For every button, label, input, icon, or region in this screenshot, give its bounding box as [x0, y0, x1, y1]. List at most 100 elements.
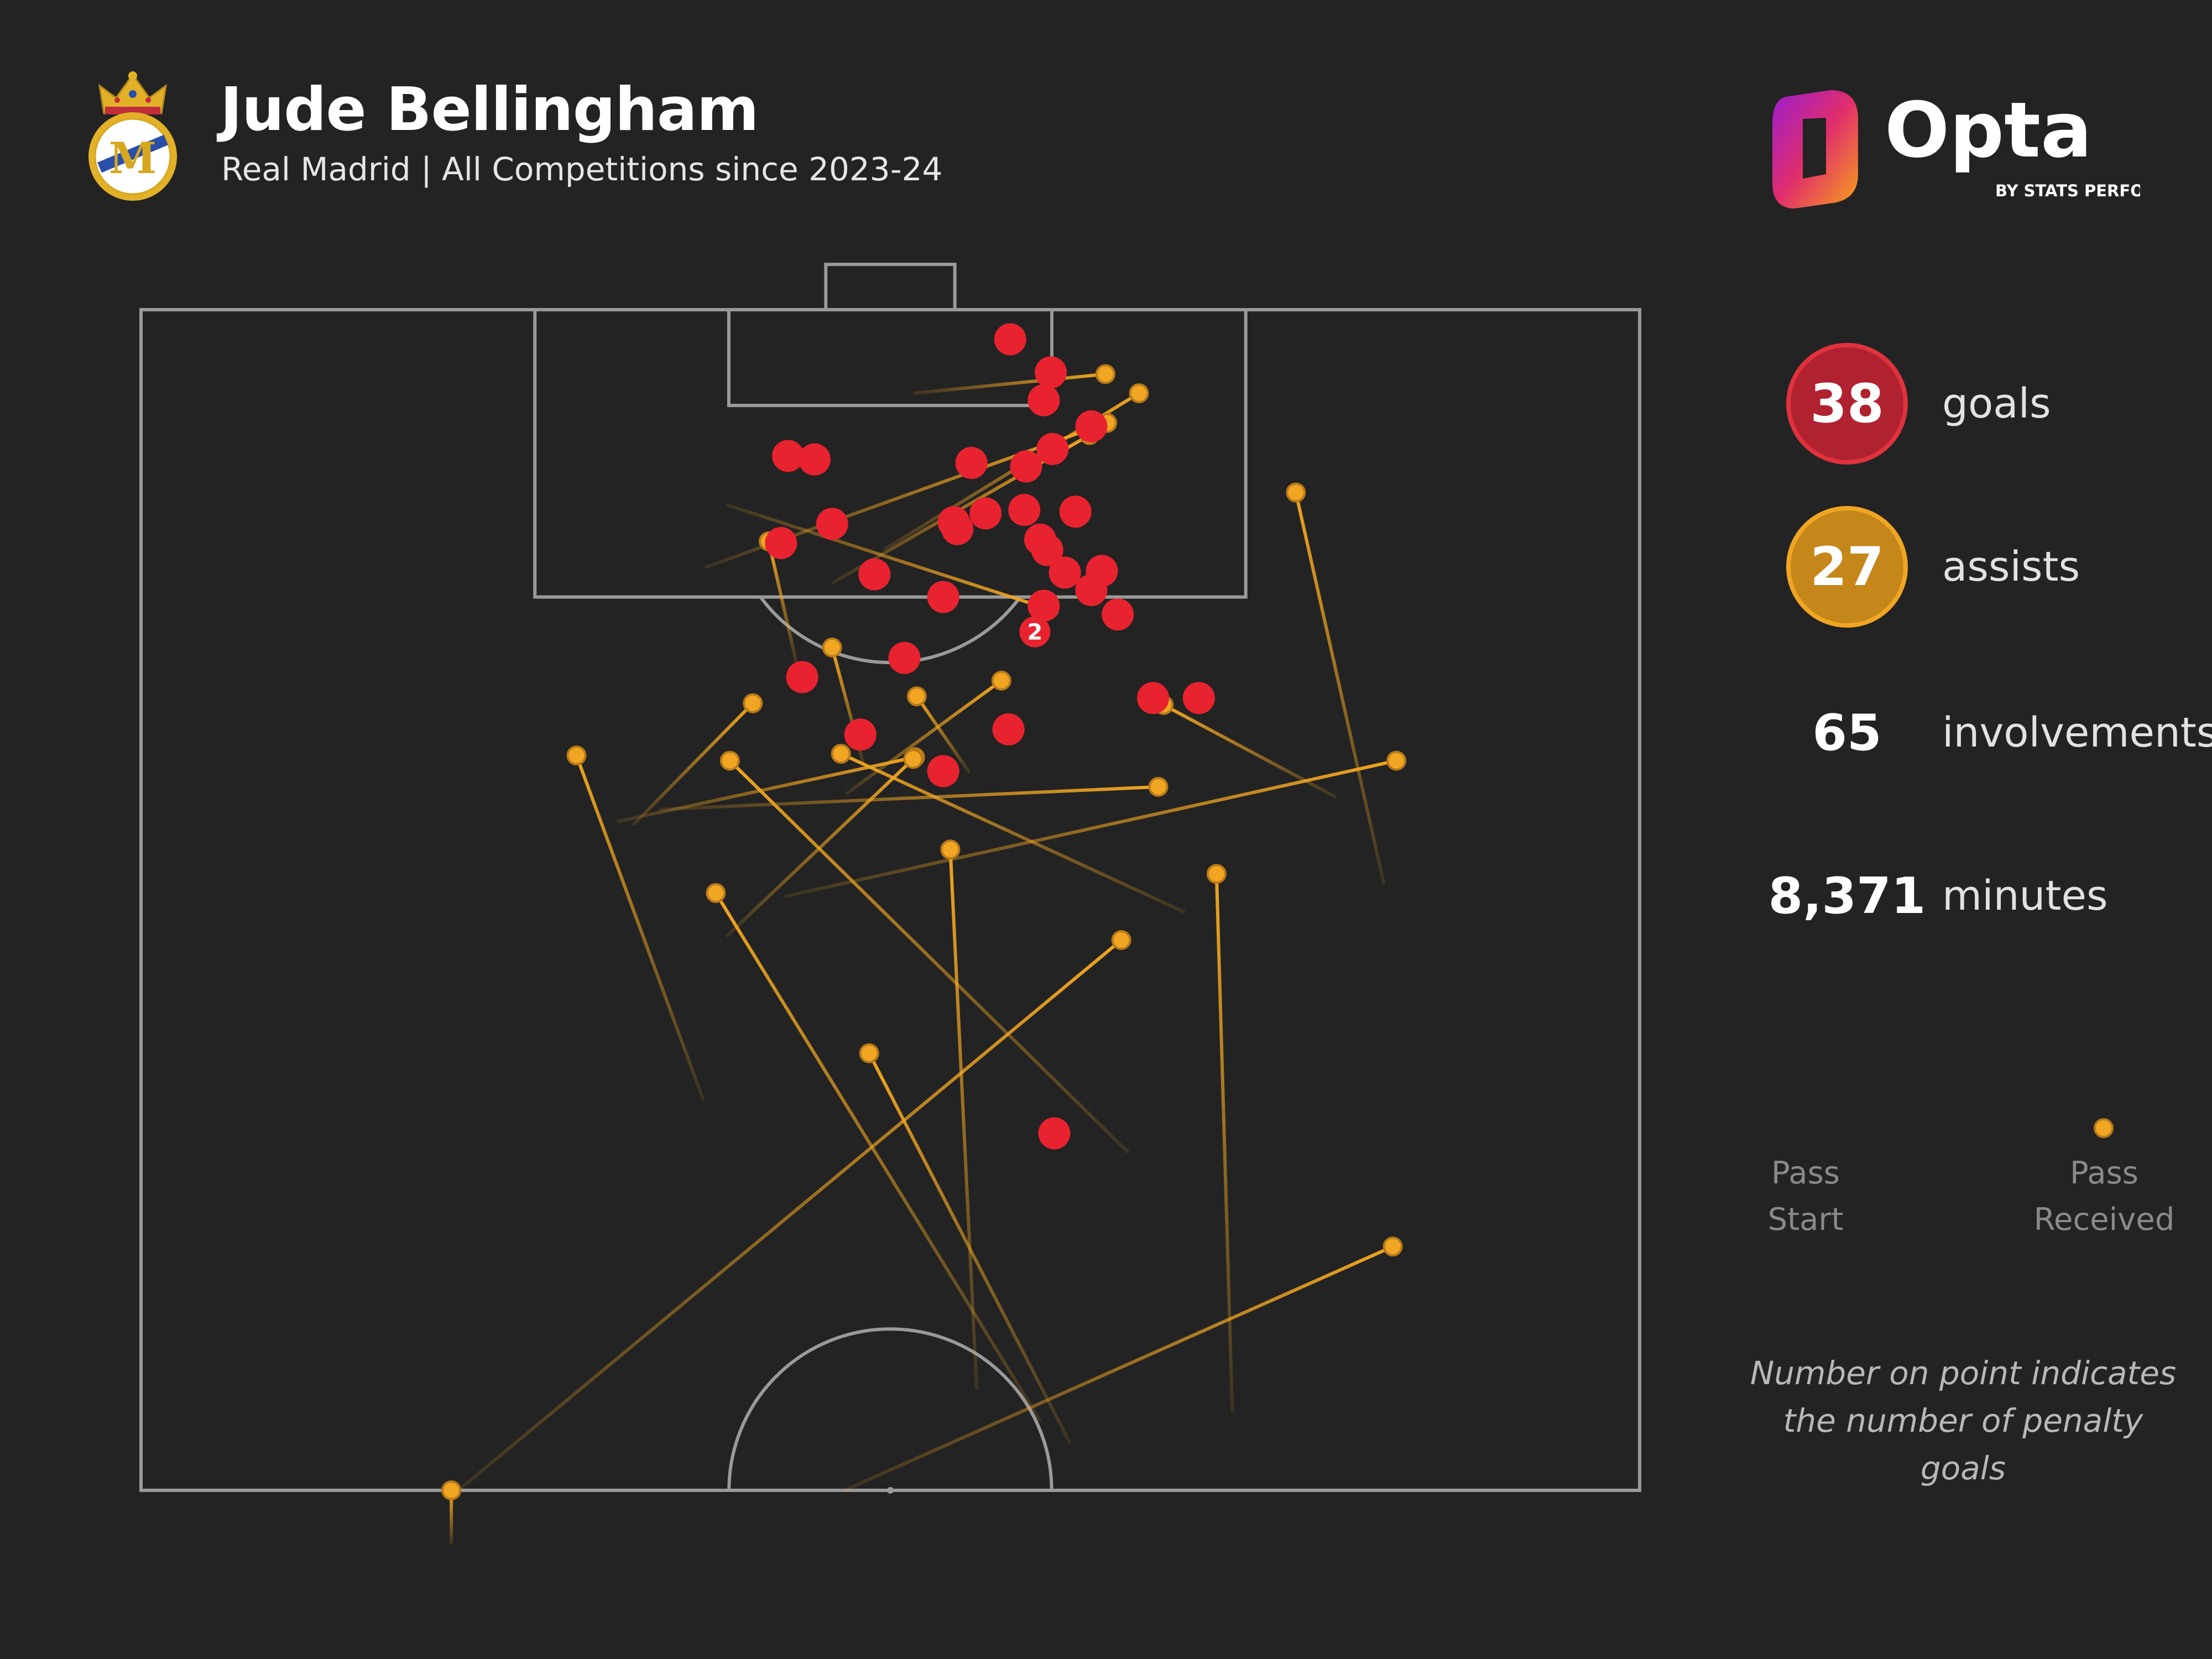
assist-pass-line	[1162, 703, 1338, 799]
assists-label: assists	[1942, 543, 2080, 591]
goals-label: goals	[1942, 380, 2051, 427]
goal-point	[858, 558, 891, 591]
assist-received-point	[706, 883, 726, 903]
minutes-value: 8,371	[1768, 867, 1926, 925]
goal-point	[1010, 450, 1042, 483]
assist-received-point	[903, 749, 924, 769]
involvements-stat: 65 involvements	[1786, 672, 2212, 799]
assist-received-point	[906, 686, 927, 707]
goal-point	[1059, 495, 1092, 528]
assist-pass-line	[726, 503, 1050, 611]
goal-point	[1031, 534, 1063, 566]
assist-received-point	[1286, 482, 1306, 503]
goal-point	[1102, 598, 1134, 631]
goals-stat: 38 goals	[1786, 343, 2206, 470]
assist-received-point	[991, 670, 1011, 691]
assist-received-point	[1129, 383, 1149, 404]
goal-point	[969, 497, 1002, 530]
assist-received-point	[1386, 750, 1407, 771]
penalty-goal-count: 2	[1027, 620, 1043, 645]
assist-received-point	[822, 637, 842, 658]
minutes-stat: 8,371 minutes	[1768, 835, 2206, 962]
assist-received-point	[743, 693, 763, 713]
pitch-lines	[139, 263, 1641, 1494]
assist-received-point	[1383, 1237, 1403, 1257]
assist-received-point	[441, 1480, 462, 1500]
pass-legend-line	[1806, 1118, 2114, 1138]
goal-point	[888, 641, 921, 674]
goal-point	[1048, 556, 1081, 589]
assist-pass-line	[784, 759, 1397, 899]
assist-pass-line	[1214, 874, 1234, 1412]
page-title: Jude Bellingham	[220, 75, 759, 144]
goal-frame	[824, 263, 957, 311]
goal-point	[816, 508, 848, 540]
svg-text:M: M	[109, 133, 156, 184]
centre-spot	[887, 1487, 894, 1494]
assist-received-point	[1111, 930, 1131, 950]
goals-value: 38	[1786, 343, 1908, 465]
goal-point	[992, 713, 1025, 745]
centre-circle	[729, 1329, 1051, 1490]
penalty-box	[533, 308, 1248, 599]
goal-point	[941, 513, 974, 545]
goal-point	[1027, 589, 1060, 622]
assist-pass-line	[575, 755, 705, 1101]
goal-point	[927, 581, 959, 613]
goal-point	[1035, 356, 1067, 389]
assist-received-point	[859, 1043, 879, 1063]
goal-point	[1075, 410, 1108, 442]
goal-point	[765, 526, 797, 559]
assist-pass-line	[915, 695, 971, 774]
opta-tagline: BY STATS PERFORM	[1995, 181, 2140, 200]
assist-pass-line	[728, 759, 1130, 1154]
assist-received-point	[940, 839, 961, 860]
goal-point	[786, 661, 818, 693]
goal-point	[1008, 494, 1041, 526]
penalty-note: Number on point indicates the number of p…	[1750, 1354, 2177, 1487]
involvements-label: involvements	[1942, 709, 2212, 757]
assist-received-point	[1148, 776, 1168, 797]
assist-pass-line	[948, 849, 979, 1390]
goal-point	[1027, 384, 1060, 416]
penalty-goal-point	[1019, 616, 1051, 648]
goal-point	[1137, 682, 1170, 714]
assist-pass-line	[843, 1245, 1394, 1492]
goal-point	[927, 755, 959, 787]
assist-pass-line	[840, 752, 1186, 914]
assist-pass-line	[868, 1052, 1072, 1444]
assist-pass-line	[659, 785, 1159, 811]
goal-point	[955, 447, 988, 479]
opta-logo-icon: Opta BY STATS PERFORM	[1772, 86, 2140, 208]
goal-layer: 2	[765, 323, 1215, 1150]
goal-point	[1182, 682, 1215, 714]
assist-pass-line	[457, 938, 1123, 1492]
real-madrid-crest-icon: M	[88, 71, 177, 201]
assist-received-point	[831, 743, 851, 764]
assist-received-point	[719, 750, 740, 771]
opta-wordmark: Opta	[1885, 86, 2092, 175]
assist-pass-line	[714, 892, 1042, 1422]
assist-layer	[441, 364, 1407, 1545]
goal-point	[1075, 573, 1108, 606]
assist-pass-line	[1294, 492, 1386, 885]
assist-pass-line	[632, 702, 754, 827]
assist-received-point	[1095, 364, 1115, 384]
goal-point	[1036, 432, 1069, 465]
assist-received-point	[566, 745, 587, 766]
assists-stat: 27 assists	[1786, 506, 2206, 633]
assists-value: 27	[1786, 506, 1908, 628]
goal-point	[994, 323, 1026, 356]
assist-pass-line	[617, 755, 916, 823]
assist-pass-line	[767, 541, 799, 666]
legend-start-label: Pass Start	[1767, 1155, 1844, 1238]
involvements-value: 65	[1812, 703, 1882, 762]
page-subtitle: Real Madrid | All Competitions since 202…	[221, 150, 943, 188]
legend-received-dot	[2094, 1118, 2114, 1138]
assist-pass-line	[845, 679, 1003, 795]
goal-point	[1038, 1117, 1071, 1150]
crown-icon	[98, 71, 168, 114]
minutes-label: minutes	[1942, 872, 2108, 920]
goal-point	[772, 440, 805, 472]
